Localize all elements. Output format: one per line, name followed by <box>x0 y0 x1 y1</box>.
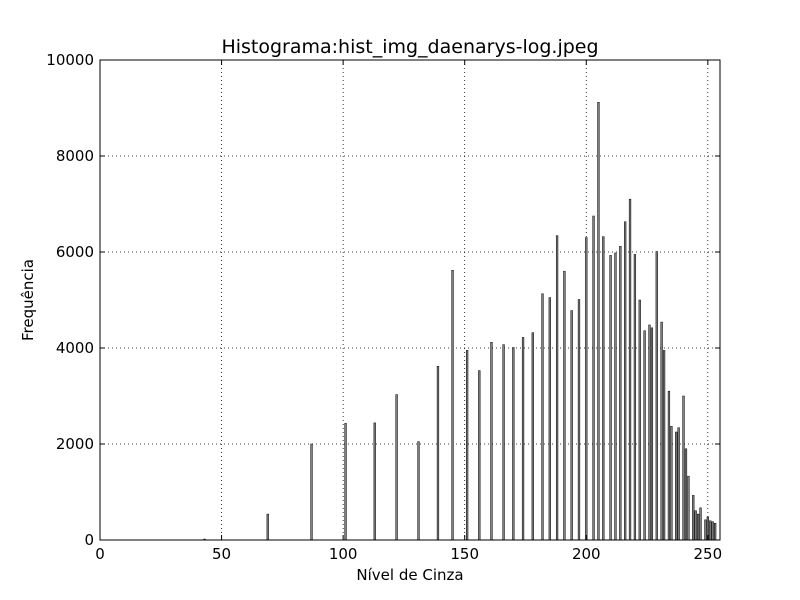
histogram-bar <box>585 237 588 541</box>
histogram-bar <box>597 101 600 541</box>
histogram-bar <box>628 198 632 541</box>
histogram-bar <box>633 254 637 541</box>
histogram-bar <box>451 269 454 541</box>
histogram-bar <box>662 350 666 541</box>
histogram-bar <box>466 350 469 541</box>
histogram-bar <box>395 394 398 541</box>
histogram-bar <box>682 395 685 541</box>
y-tick-label: 4000 <box>56 339 94 357</box>
histogram-bar <box>563 270 566 541</box>
histogram-bar <box>714 522 717 541</box>
histogram-bar <box>694 510 697 541</box>
histogram-bar <box>502 344 505 541</box>
histogram-bar <box>684 448 688 541</box>
histogram-bar <box>675 431 678 541</box>
histogram-bar <box>555 235 559 541</box>
histogram-bar <box>478 370 481 541</box>
histogram-bar <box>592 215 595 541</box>
histogram-bar <box>709 520 712 541</box>
histogram-bar <box>660 321 663 541</box>
histogram-bar <box>643 330 646 541</box>
x-tick-label: 150 <box>450 545 479 563</box>
x-tick-label: 250 <box>694 545 723 563</box>
plot-frame <box>99 59 721 541</box>
histogram-bar <box>521 337 525 541</box>
x-tick-label: 200 <box>572 545 601 563</box>
histogram-bar <box>417 441 420 541</box>
grid-lines <box>100 60 720 540</box>
histogram-bar <box>648 324 651 541</box>
chart-title: Histograma:hist_img_daenarys-log.jpeg <box>221 36 598 58</box>
histogram-bar <box>602 236 605 541</box>
histogram-bar <box>711 521 714 541</box>
histogram-bar <box>531 332 534 541</box>
histogram-bar <box>650 327 654 541</box>
y-tick-label: 8000 <box>56 147 94 165</box>
y-axis-label: Frequência <box>19 259 37 341</box>
histogram-bar <box>609 255 612 541</box>
histogram-bar <box>670 425 673 541</box>
histogram-bar <box>655 251 658 541</box>
histogram-bar <box>687 475 690 541</box>
histogram-bars <box>203 101 717 541</box>
axis-ticks: 0 50 100 150 200 250 0 2000 4000 6000 8000 10000 <box>46 51 722 563</box>
histogram-bar <box>696 513 700 541</box>
histogram-bar <box>704 519 707 541</box>
y-tick-label: 10000 <box>46 51 94 69</box>
histogram-bar <box>490 341 493 541</box>
histogram-bar <box>266 513 269 541</box>
histogram-bar <box>436 365 440 541</box>
histogram-bar <box>310 443 313 541</box>
histogram-bar <box>512 347 515 541</box>
histogram-bar <box>692 495 695 541</box>
histogram-bar <box>614 252 617 541</box>
histogram-bar <box>624 221 627 541</box>
x-axis-label: Nível de Cinza <box>356 566 463 584</box>
histogram-bar <box>677 427 680 541</box>
x-tick-label: 50 <box>212 545 231 563</box>
y-tick-label: 6000 <box>56 243 94 261</box>
histogram-bar <box>570 310 573 541</box>
histogram-bar <box>667 390 671 541</box>
x-tick-label: 100 <box>329 545 358 563</box>
histogram-bar <box>541 293 544 541</box>
histogram-bar <box>619 245 622 541</box>
histogram-bar <box>344 423 347 541</box>
histogram-bar <box>638 299 641 541</box>
histogram-bar <box>577 299 581 541</box>
y-tick-label: 2000 <box>56 435 94 453</box>
histogram-bar <box>548 297 551 541</box>
histogram-bar <box>699 507 702 541</box>
y-tick-label: 0 <box>84 531 94 549</box>
x-tick-label: 0 <box>95 545 105 563</box>
histogram-bar <box>373 422 376 541</box>
